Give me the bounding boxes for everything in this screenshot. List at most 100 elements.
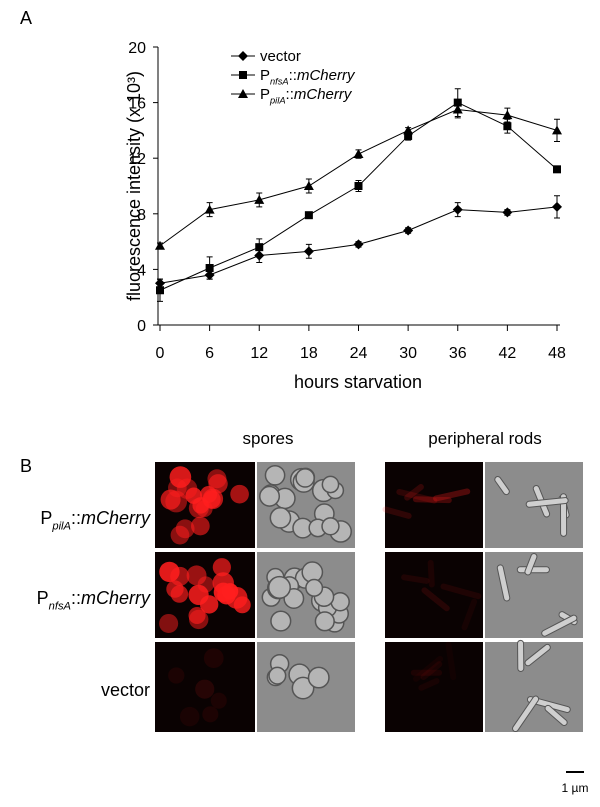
cell xyxy=(188,609,209,630)
cell xyxy=(544,704,568,727)
legend-marker xyxy=(238,89,248,98)
row-label: PpilA::mCherry xyxy=(40,508,151,532)
y-axis-label: fluorescence intensity (x 10³) xyxy=(124,71,144,301)
marker xyxy=(403,225,414,236)
cell xyxy=(212,558,231,577)
cell xyxy=(270,610,292,632)
y-tick-label: 20 xyxy=(128,40,146,57)
x-tick-label: 24 xyxy=(350,345,368,362)
x-tick-label: 30 xyxy=(399,345,417,362)
cell xyxy=(195,679,215,699)
marker xyxy=(155,240,165,250)
panel-label: A xyxy=(20,8,32,28)
scale-bar-label: 1 µm xyxy=(562,781,589,795)
micrographs xyxy=(155,462,583,733)
panel-label: B xyxy=(20,456,32,476)
cell xyxy=(517,639,525,672)
cell xyxy=(541,614,578,637)
marker xyxy=(303,246,314,257)
cell xyxy=(461,598,478,631)
marker xyxy=(452,204,463,215)
legend-marker xyxy=(239,71,247,79)
marker xyxy=(452,104,463,114)
cell xyxy=(496,564,511,602)
marker xyxy=(502,207,513,218)
cell xyxy=(190,516,210,536)
cell xyxy=(197,576,214,593)
cell xyxy=(166,580,184,598)
marker xyxy=(502,110,513,120)
cell xyxy=(321,517,340,536)
series-line xyxy=(159,109,558,247)
cell xyxy=(159,561,180,583)
marker xyxy=(353,149,364,159)
cell xyxy=(233,596,251,614)
cell xyxy=(185,487,202,504)
cell xyxy=(176,478,198,499)
legend-label: PnfsA::mCherry xyxy=(260,67,356,87)
cell xyxy=(321,475,340,494)
cell xyxy=(159,613,179,634)
cell xyxy=(203,648,224,669)
cell xyxy=(412,655,444,682)
cell xyxy=(516,566,550,574)
y-tick-label: 12 xyxy=(128,151,146,168)
x-tick-label: 0 xyxy=(156,345,165,362)
cell xyxy=(427,559,435,588)
cell xyxy=(382,506,412,519)
cell xyxy=(267,575,291,599)
marker xyxy=(303,181,314,190)
cell xyxy=(524,553,538,576)
cell xyxy=(213,582,234,602)
marker xyxy=(204,204,215,214)
x-tick-label: 42 xyxy=(498,345,516,362)
cell xyxy=(305,578,324,597)
cell xyxy=(404,484,424,501)
marker xyxy=(553,165,561,174)
cell xyxy=(200,595,219,614)
micrograph xyxy=(385,642,483,732)
x-tick-label: 36 xyxy=(449,345,467,362)
x-tick-label: 12 xyxy=(250,345,268,362)
cell xyxy=(401,574,430,584)
series-line xyxy=(159,102,558,291)
cell xyxy=(512,695,540,733)
marker xyxy=(255,243,264,252)
cell xyxy=(295,468,315,488)
marker xyxy=(404,131,413,140)
cell xyxy=(410,669,443,676)
marker xyxy=(304,211,313,220)
cell xyxy=(314,611,335,632)
y-tick-label: 4 xyxy=(137,262,146,279)
marker xyxy=(503,122,512,131)
cell xyxy=(418,677,440,691)
cell xyxy=(433,488,471,502)
y-tick-label: 16 xyxy=(128,96,146,113)
cell xyxy=(202,488,224,510)
marker xyxy=(353,239,364,250)
legend-label: vector xyxy=(260,48,301,65)
marker xyxy=(552,201,562,212)
cell xyxy=(412,496,452,504)
cell xyxy=(396,488,438,504)
y-tick-label: 0 xyxy=(137,318,146,335)
micrograph xyxy=(385,552,483,638)
cell xyxy=(168,667,185,684)
legend-marker xyxy=(238,51,248,61)
cell xyxy=(269,506,292,529)
cell xyxy=(268,666,287,685)
column-header: peripheral rods xyxy=(428,429,541,448)
marker xyxy=(254,194,265,204)
micrograph xyxy=(385,462,483,548)
x-tick-label: 18 xyxy=(300,345,318,362)
cell xyxy=(259,485,281,507)
legend-label: PpilA::mCherry xyxy=(260,86,353,106)
marker xyxy=(156,286,164,295)
micrograph xyxy=(155,642,255,732)
cell xyxy=(160,489,181,510)
x-tick-label: 48 xyxy=(548,345,566,362)
x-axis-label: hours starvation xyxy=(294,372,422,392)
cell xyxy=(264,464,286,486)
row-label: vector xyxy=(101,680,150,700)
